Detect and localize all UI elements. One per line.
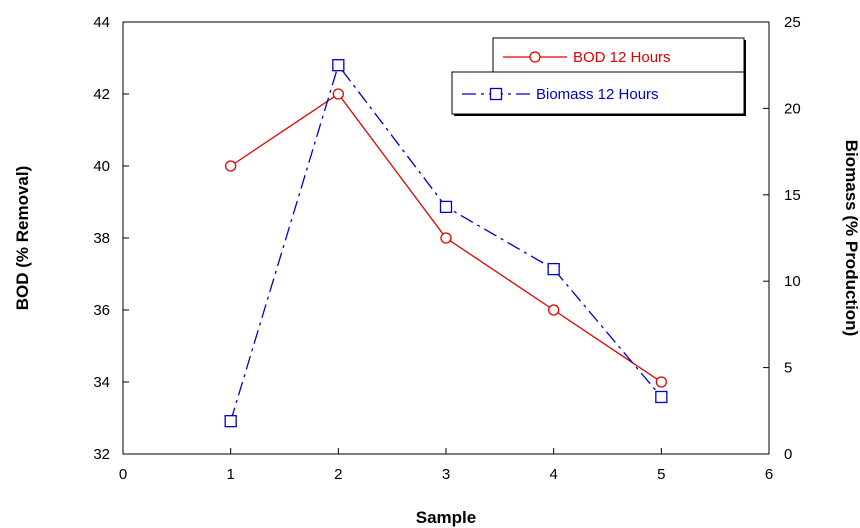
data-point-square: [655, 390, 668, 404]
legend-marker: [529, 51, 541, 63]
data-point-square: [547, 262, 560, 276]
series-layer: [224, 59, 668, 428]
data-point-circle: [225, 160, 237, 172]
y-right-tick-label: 25: [784, 14, 801, 31]
data-point-circle: [332, 88, 344, 100]
data-point-circle: [548, 304, 560, 316]
y-right-tick-label: 0: [784, 446, 792, 463]
x-tick-label: 5: [657, 466, 665, 483]
y-left-tick-label: 32: [93, 446, 110, 463]
data-point-square: [224, 415, 237, 428]
y-right-tick-label: 5: [784, 360, 792, 377]
series-circle-group: [225, 88, 667, 388]
legend-label: BOD 12 Hours: [573, 49, 671, 66]
data-point-square: [439, 200, 453, 214]
y-left-tick-label: 34: [93, 374, 110, 391]
x-axis-title: Sample: [416, 508, 476, 527]
y-right-axis-title: Biomass (% Production): [842, 140, 860, 336]
y-left-tick-label: 44: [93, 14, 110, 31]
x-tick-label: 3: [442, 466, 450, 483]
legend-marker: [489, 87, 503, 101]
x-tick-label: 0: [119, 466, 127, 483]
y-right-tick-label: 20: [784, 100, 801, 117]
legend: BOD 12 Hours Biomass 12 Hours: [451, 37, 746, 116]
data-point-circle: [655, 376, 667, 388]
data-point-circle: [440, 232, 452, 244]
x-tick-label: 1: [226, 466, 234, 483]
series-square-group: [224, 59, 668, 428]
data-point-square: [332, 59, 345, 72]
y-left-tick-label: 36: [93, 302, 110, 319]
y-left-axis-title: BOD (% Removal): [13, 166, 32, 311]
y-right-tick-label: 15: [784, 187, 801, 204]
x-tick-label: 6: [765, 466, 773, 483]
x-tick-label: 4: [549, 466, 557, 483]
x-tick-label: 2: [334, 466, 342, 483]
y-left-tick-label: 40: [93, 158, 110, 175]
y-left-tick-label: 38: [93, 230, 110, 247]
y-left-tick-label: 42: [93, 86, 110, 103]
legend-label: Biomass 12 Hours: [536, 86, 659, 103]
y-right-tick-label: 10: [784, 273, 801, 290]
